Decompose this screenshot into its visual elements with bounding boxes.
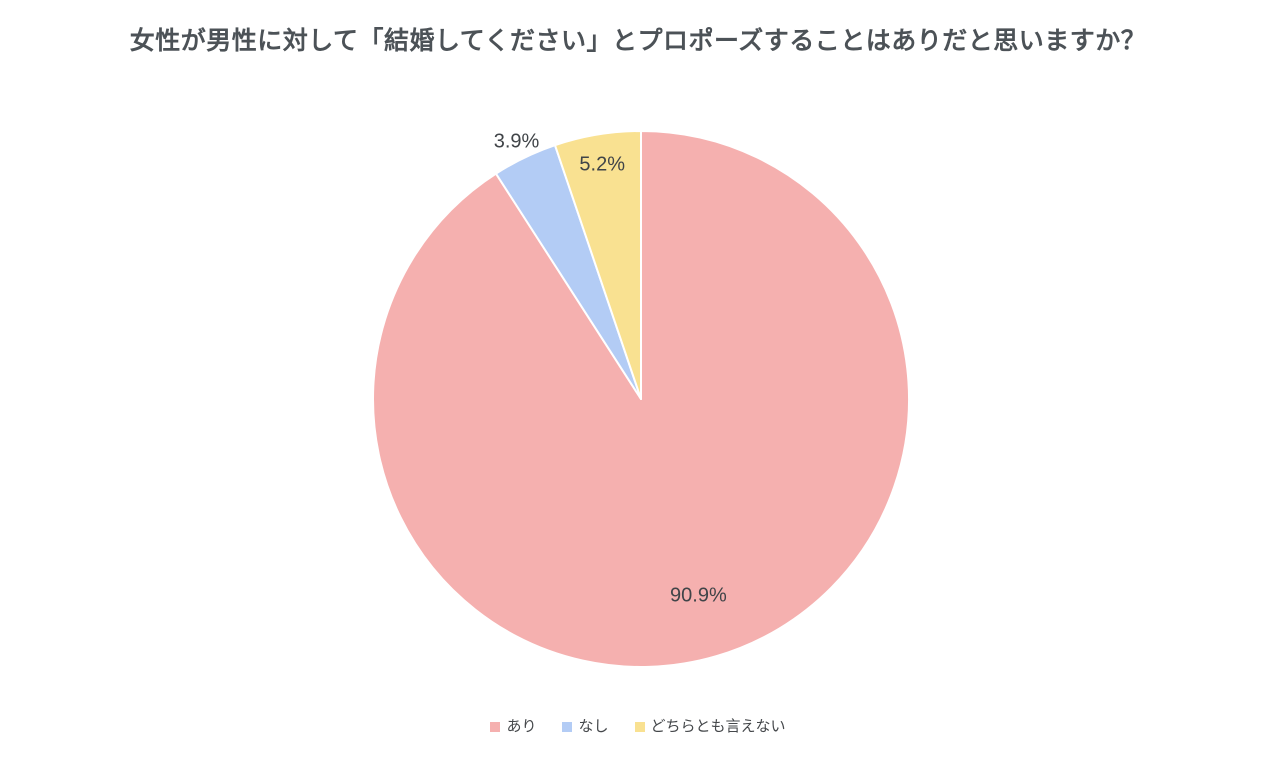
legend-label: どちらとも言えない (650, 718, 786, 735)
pie-data-label-どちらとも言えない: 5.2% (579, 154, 625, 176)
legend-swatch-icon (634, 721, 645, 732)
legend-item-2: なし (562, 718, 609, 735)
chart-title: 女性が男性に対して「結婚してください」とプロポーズすることはありだと思いますか？ (129, 27, 1147, 55)
legend-swatch-icon (490, 721, 501, 732)
pie-data-label-あり: 90.9% (670, 584, 727, 606)
pie-slice-どちらとも言えない (553, 130, 642, 400)
legend-swatch-icon (562, 721, 573, 732)
legend-label: なし (578, 718, 609, 735)
chart-legend: あり なし どちらとも言えない (0, 719, 1276, 734)
legend-item-3: どちらとも言えない (634, 718, 786, 735)
pie-data-label-なし: 3.9% (494, 131, 540, 153)
legend-item-1: あり (490, 719, 536, 734)
legend-label: あり (506, 718, 537, 735)
